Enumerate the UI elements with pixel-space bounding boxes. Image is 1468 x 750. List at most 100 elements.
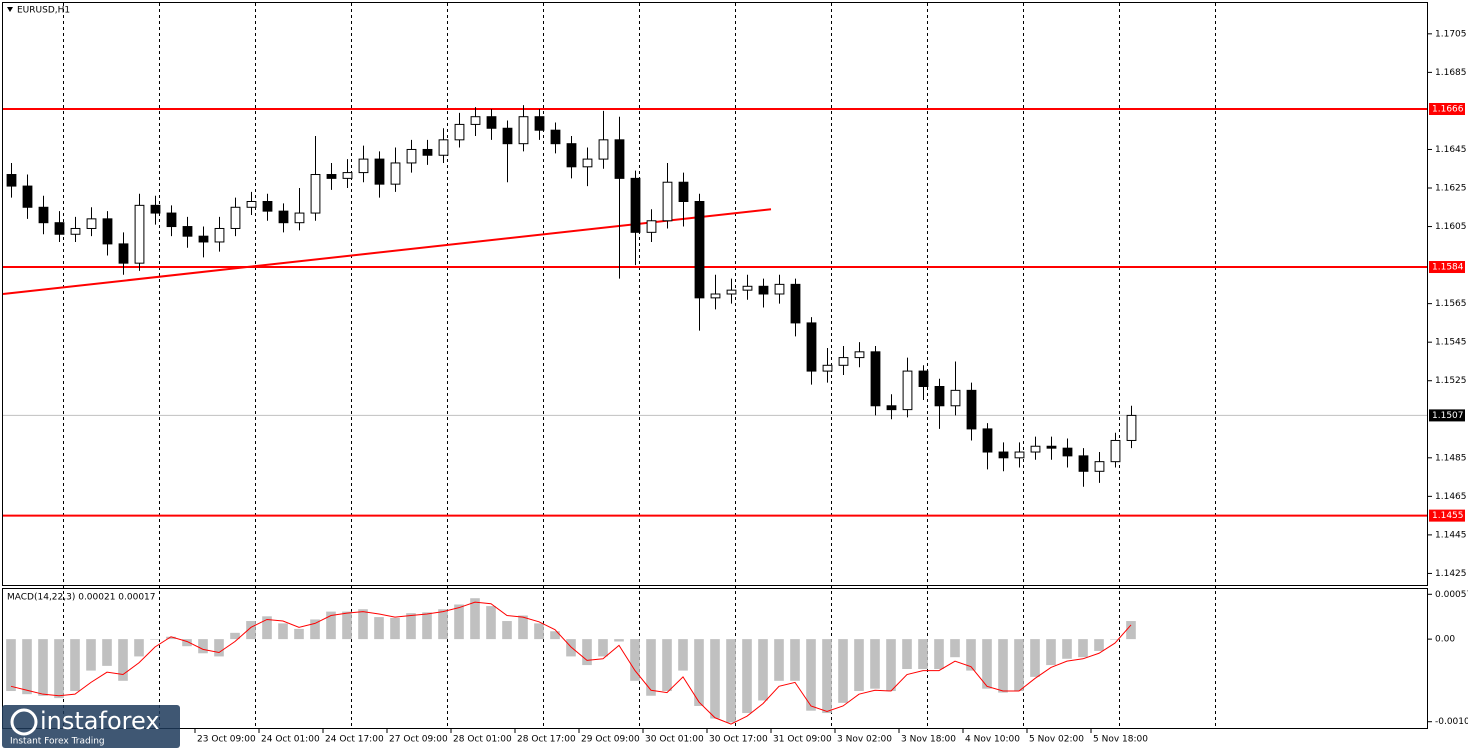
macd-bar (678, 639, 688, 671)
x-tick-label: 30 Oct 17:00 (709, 735, 768, 745)
candle-body (102, 218, 113, 245)
macd-bar (582, 639, 592, 666)
candle-body (758, 285, 769, 295)
macd-bar (422, 612, 432, 640)
y-tick-label: 1.1605 (1435, 222, 1467, 232)
candle-body (166, 212, 177, 228)
candle-body (182, 226, 193, 237)
macd-bar (198, 639, 208, 654)
macd-bar (966, 639, 976, 671)
candle-body (374, 158, 385, 185)
price-tag-label: 1.1507 (1432, 411, 1464, 421)
candle-body (806, 322, 817, 372)
candle-body (550, 129, 561, 145)
candle-body (1126, 414, 1137, 441)
candle-body (246, 200, 257, 208)
candle-body (774, 283, 785, 295)
macd-bar (774, 639, 784, 681)
candle-body (1062, 447, 1073, 457)
candle-body (838, 357, 849, 366)
candle-body (854, 351, 865, 359)
x-tick-label: 23 Oct 09:00 (197, 735, 256, 745)
macd-bar (182, 639, 192, 647)
candle-body (438, 139, 449, 156)
y-tick-label: 0.00 (1435, 635, 1455, 645)
candle-body (870, 351, 881, 407)
x-tick-label: 31 Oct 09:00 (773, 735, 832, 745)
candle-body (790, 283, 801, 324)
x-tick-label: 5 Nov 18:00 (1093, 735, 1148, 745)
macd-bar (630, 639, 640, 681)
macd-bar (70, 639, 80, 692)
macd-bar (710, 639, 720, 719)
candle-body (38, 206, 49, 224)
title-arrow[interactable] (7, 7, 13, 12)
y-tick-label: 0.00057 (1435, 590, 1468, 600)
candle-body (518, 116, 529, 145)
macd-bar (342, 611, 352, 640)
candle-body (310, 174, 321, 214)
candle-body (326, 174, 337, 179)
watermark-brand: instaforex (40, 707, 160, 735)
macd-bar (614, 639, 624, 642)
y-tick-label: 1.1685 (1435, 68, 1467, 78)
macd-bar (1110, 639, 1120, 640)
candle-body (454, 123, 465, 141)
macd-bar (150, 639, 160, 640)
candle-body (614, 139, 625, 179)
x-tick-label: 3 Nov 18:00 (901, 735, 956, 745)
candle-body (502, 127, 513, 145)
signal-line (10, 601, 1132, 725)
candle-body (342, 172, 353, 179)
macd-bar (166, 636, 176, 640)
candle-body (934, 386, 945, 407)
macd-bar (918, 639, 928, 670)
macd-bar (566, 639, 576, 657)
price-tag (1429, 261, 1465, 274)
macd-bar (1094, 639, 1104, 651)
y-tick-label: 1.1625 (1435, 184, 1467, 194)
y-tick-label: 1.1705 (1435, 29, 1467, 39)
y-tick-label: 1.1485 (1435, 453, 1467, 463)
watermark-bg (2, 705, 180, 748)
macd-bar (822, 639, 832, 714)
candle-body (1046, 445, 1057, 449)
candle-body (966, 389, 977, 430)
macd-bar (214, 639, 224, 657)
macd-bar (1126, 621, 1136, 640)
candle-body (998, 451, 1009, 459)
macd-bar (38, 639, 48, 696)
x-tick-label: 24 Oct 17:00 (325, 735, 384, 745)
candle-body (710, 293, 721, 299)
candle-body (1030, 445, 1041, 453)
macd-bar (246, 621, 256, 640)
macd-title: MACD(14,22,3) 0.00021 0.00017 (7, 593, 156, 603)
macd-bar (998, 639, 1008, 693)
y-tick-label: 1.1545 (1435, 338, 1467, 348)
macd-bar (694, 639, 704, 706)
macd-bar (230, 632, 240, 640)
watermark-icon (10, 708, 38, 736)
candle-body (86, 218, 97, 229)
candle-body (134, 204, 145, 264)
macd-bar (326, 611, 336, 640)
y-tick-label: 1.1445 (1435, 530, 1467, 540)
candle-body (950, 389, 961, 407)
candle-body (150, 204, 161, 214)
macd-bar (598, 639, 608, 657)
price-tag (1429, 509, 1465, 522)
macd-bar (550, 631, 560, 640)
macd-bar (838, 639, 848, 703)
macd-bar (518, 615, 528, 640)
macd-bar (1062, 639, 1072, 659)
candle-body (982, 428, 993, 453)
x-tick-label: 28 Oct 17:00 (517, 735, 576, 745)
x-tick-label: 5 Nov 02:00 (1029, 735, 1084, 745)
macd-bar (1078, 639, 1088, 658)
x-tick-label: 4 Nov 10:00 (965, 735, 1020, 745)
macd-bar (278, 623, 288, 640)
macd-bar (758, 639, 768, 701)
candle-body (422, 148, 433, 156)
